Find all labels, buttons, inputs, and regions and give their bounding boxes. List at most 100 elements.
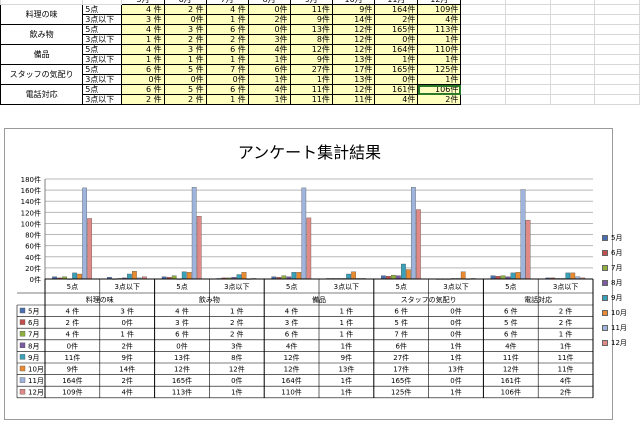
count-cell[interactable]: 1 件 xyxy=(121,34,165,45)
count-cell[interactable]: 9件 xyxy=(289,54,333,65)
count-cell[interactable]: 9件 xyxy=(331,4,376,15)
count-cell[interactable]: 109件 xyxy=(417,4,462,15)
count-cell[interactable]: 1件 xyxy=(247,54,291,65)
count-cell[interactable]: 4件 xyxy=(417,14,462,25)
count-cell[interactable]: 3 件 xyxy=(163,24,207,35)
count-cell[interactable]: 4 件 xyxy=(121,4,165,15)
count-cell[interactable]: 6 件 xyxy=(205,44,249,55)
count-cell[interactable]: 6 件 xyxy=(121,64,165,75)
empty-cell[interactable] xyxy=(549,34,596,45)
empty-cell[interactable] xyxy=(460,4,506,15)
count-cell[interactable]: 8件 xyxy=(289,34,333,45)
empty-cell[interactable] xyxy=(549,74,596,85)
category-cell[interactable]: 備品 xyxy=(0,44,84,65)
empty-cell[interactable] xyxy=(504,44,551,55)
count-cell[interactable]: 4 件 xyxy=(121,44,165,55)
count-cell[interactable]: 106件 xyxy=(417,84,462,95)
count-cell[interactable]: 1 件 xyxy=(205,94,249,105)
category-cell[interactable]: 電話対応 xyxy=(0,84,84,105)
count-cell[interactable]: 1 件 xyxy=(205,54,249,65)
category-cell[interactable]: 飲み物 xyxy=(0,24,84,45)
count-cell[interactable]: 3 件 xyxy=(163,44,207,55)
empty-cell[interactable] xyxy=(594,4,640,15)
count-cell[interactable]: 0件 xyxy=(247,24,291,35)
count-cell[interactable]: 6 件 xyxy=(121,84,165,95)
empty-cell[interactable] xyxy=(460,54,506,65)
empty-cell[interactable] xyxy=(594,34,640,45)
count-cell[interactable]: 4件 xyxy=(247,44,291,55)
empty-cell[interactable] xyxy=(594,74,640,85)
empty-cell[interactable] xyxy=(549,84,596,95)
empty-cell[interactable] xyxy=(504,4,551,15)
empty-cell[interactable] xyxy=(594,14,640,25)
count-cell[interactable]: 1件 xyxy=(417,34,462,45)
count-cell[interactable]: 12件 xyxy=(331,44,376,55)
score-level-cell[interactable]: 3点以下 xyxy=(82,74,123,85)
count-cell[interactable]: 0件 xyxy=(374,74,419,85)
empty-cell[interactable] xyxy=(594,94,640,105)
count-cell[interactable]: 2 件 xyxy=(163,94,207,105)
count-cell[interactable]: 9件 xyxy=(289,14,333,25)
count-cell[interactable]: 0件 xyxy=(205,74,249,85)
count-cell[interactable]: 2 件 xyxy=(163,4,207,15)
count-cell[interactable]: 12件 xyxy=(331,24,376,35)
empty-cell[interactable] xyxy=(460,44,506,55)
count-cell[interactable]: 125件 xyxy=(417,64,462,75)
count-cell[interactable]: 4件 xyxy=(247,84,291,95)
score-level-cell[interactable]: 3点以下 xyxy=(82,34,123,45)
category-cell[interactable]: 料理の味 xyxy=(0,4,84,25)
count-cell[interactable]: 3件 xyxy=(247,34,291,45)
count-cell[interactable]: 13件 xyxy=(331,74,376,85)
score-level-cell[interactable]: 3点以下 xyxy=(82,54,123,65)
count-cell[interactable]: 5 件 xyxy=(163,64,207,75)
count-cell[interactable]: 1件 xyxy=(417,54,462,65)
count-cell[interactable]: 6 件 xyxy=(205,84,249,95)
count-cell[interactable]: 3 件 xyxy=(121,14,165,25)
empty-cell[interactable] xyxy=(460,94,506,105)
count-cell[interactable]: 14件 xyxy=(331,14,376,25)
count-cell[interactable]: 2 件 xyxy=(205,34,249,45)
count-cell[interactable]: 4件 xyxy=(374,94,419,105)
count-cell[interactable]: 1 件 xyxy=(121,54,165,65)
count-cell[interactable]: 1件 xyxy=(289,74,333,85)
empty-cell[interactable] xyxy=(594,24,640,35)
empty-cell[interactable] xyxy=(594,64,640,75)
score-level-cell[interactable]: 3点以下 xyxy=(82,94,123,105)
count-cell[interactable]: 17件 xyxy=(331,64,376,75)
count-cell[interactable]: 1件 xyxy=(247,74,291,85)
count-cell[interactable]: 13件 xyxy=(331,54,376,65)
count-cell[interactable]: 165件 xyxy=(374,24,419,35)
count-cell[interactable]: 2件 xyxy=(374,14,419,25)
empty-cell[interactable] xyxy=(549,44,596,55)
empty-cell[interactable] xyxy=(504,74,551,85)
count-cell[interactable]: 165件 xyxy=(374,64,419,75)
count-cell[interactable]: 1 件 xyxy=(163,54,207,65)
count-cell[interactable]: 5 件 xyxy=(163,84,207,95)
count-cell[interactable]: 2 件 xyxy=(121,94,165,105)
count-cell[interactable]: 0件 xyxy=(163,14,207,25)
empty-cell[interactable] xyxy=(460,14,506,25)
empty-cell[interactable] xyxy=(460,74,506,85)
empty-cell[interactable] xyxy=(549,54,596,65)
count-cell[interactable]: 4 件 xyxy=(205,4,249,15)
count-cell[interactable]: 164件 xyxy=(374,4,419,15)
count-cell[interactable]: 2 件 xyxy=(163,34,207,45)
count-cell[interactable]: 12件 xyxy=(289,44,333,55)
empty-cell[interactable] xyxy=(504,34,551,45)
count-cell[interactable]: 1件 xyxy=(374,54,419,65)
empty-cell[interactable] xyxy=(549,24,596,35)
count-cell[interactable]: 1件 xyxy=(417,74,462,85)
score-level-cell[interactable]: 5点 xyxy=(82,64,123,75)
data-table[interactable]: 5月6月7月8月9月10月11月12月料理の味5点4 件2 件4 件0件11件9… xyxy=(0,0,640,105)
count-cell[interactable]: 110件 xyxy=(417,44,462,55)
count-cell[interactable]: 2件 xyxy=(417,94,462,105)
count-cell[interactable]: 11件 xyxy=(331,94,376,105)
count-cell[interactable]: 4 件 xyxy=(121,24,165,35)
count-cell[interactable]: 161件 xyxy=(374,84,419,95)
empty-cell[interactable] xyxy=(504,24,551,35)
chart-area[interactable]: アンケート集計結果 0件 20件 40件 60件 80件 100件 120件 140件 160件… xyxy=(4,128,627,420)
count-cell[interactable]: 6件 xyxy=(247,64,291,75)
count-cell[interactable]: 0件 xyxy=(163,74,207,85)
empty-cell[interactable] xyxy=(549,14,596,25)
empty-cell[interactable] xyxy=(460,64,506,75)
